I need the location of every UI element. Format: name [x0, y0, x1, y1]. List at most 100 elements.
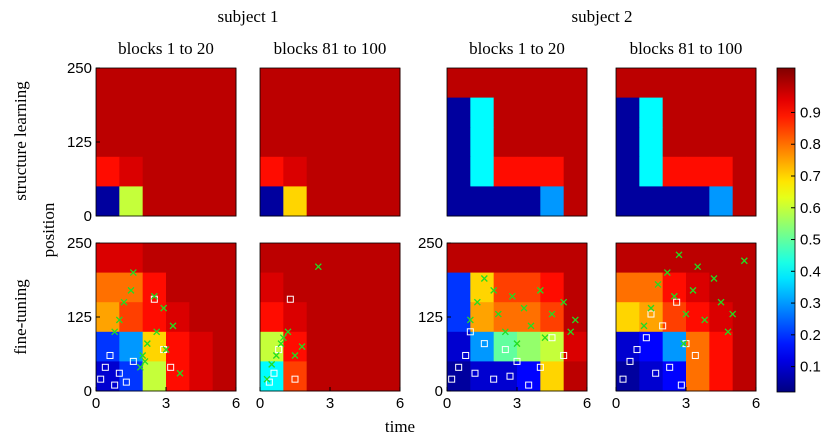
heatmap-cell: [639, 361, 664, 392]
square-marker: [642, 334, 650, 342]
heatmap-cell: [639, 68, 664, 99]
cross-marker: [473, 298, 481, 306]
heatmap-cell: [517, 243, 541, 274]
heatmap-cell: [493, 156, 518, 187]
heatmap-cell: [470, 186, 495, 217]
heatmap-cell: [189, 361, 214, 392]
heatmap-cell: [517, 68, 541, 99]
heatmap-cell: [709, 156, 734, 187]
heatmap-cell: [119, 186, 144, 217]
square-marker: [619, 375, 627, 383]
heatmap-cell: [732, 156, 757, 187]
heatmap-cell: [540, 302, 565, 333]
heatmap-cell: [616, 272, 640, 303]
heatmap-cell: [260, 127, 284, 158]
heatmap-cell: [306, 331, 331, 362]
cross-marker: [298, 343, 306, 351]
heatmap-cell: [540, 127, 565, 158]
heatmap-cell: [709, 186, 734, 217]
y-tick-label: 125: [67, 309, 92, 326]
heatmap-cell: [330, 156, 354, 187]
cross-marker: [663, 269, 671, 277]
cross-marker: [153, 328, 161, 336]
square-marker: [506, 372, 514, 380]
heatmap-cell: [639, 186, 664, 217]
square-marker: [652, 369, 660, 377]
heatmap-cell: [709, 302, 734, 333]
square-marker: [270, 369, 278, 377]
square-marker: [647, 310, 655, 318]
cross-marker: [647, 304, 655, 312]
square-marker: [122, 378, 130, 386]
heatmap-cell: [306, 68, 331, 99]
cross-marker: [710, 275, 718, 282]
heatmap-cell: [540, 186, 565, 217]
colorbar-tick-label: 0.5: [800, 232, 821, 249]
heatmap-cell: [330, 272, 354, 303]
heatmap-cell: [166, 302, 190, 333]
heatmap-cell: [212, 186, 237, 217]
heatmap-cell: [662, 243, 687, 274]
heatmap-cell: [686, 272, 710, 303]
square-marker: [97, 375, 105, 383]
cross-marker: [548, 310, 556, 318]
cross-marker: [520, 304, 528, 312]
heatmap-cell: [96, 68, 120, 99]
heatmap-cell: [470, 156, 495, 187]
heatmap-cell: [376, 68, 401, 99]
x-axis-label: time: [385, 417, 415, 436]
heatmap-cell: [353, 331, 378, 362]
heatmap-cell: [212, 361, 237, 392]
heatmap-cell: [189, 97, 214, 128]
heatmap-cell: [616, 127, 640, 158]
heatmap-cell: [166, 127, 190, 158]
heatmap-cell: [732, 186, 757, 217]
heatmap-cell: [142, 331, 167, 362]
heatmap-cell: [447, 302, 471, 333]
heatmap-cell: [616, 68, 640, 99]
heatmap-cell: [142, 272, 167, 303]
square-marker: [291, 375, 299, 383]
heatmap-cell: [142, 97, 167, 128]
heatmap-cell: [353, 97, 378, 128]
heatmap-cell: [470, 97, 495, 128]
x-tick-label: 3: [682, 395, 690, 412]
y-tick-label: 0: [84, 383, 92, 400]
heatmap-cell: [283, 272, 308, 303]
heatmap-cell: [306, 361, 331, 392]
heatmap-cell: [563, 97, 588, 128]
colorbar-tick-label: 0.2: [800, 327, 821, 344]
heatmap-cell: [470, 361, 495, 392]
y-tick-label: 250: [67, 60, 92, 77]
colorbar-tick-label: 0.8: [800, 136, 821, 153]
y-axis-label: position: [39, 202, 58, 257]
cross-marker: [670, 292, 678, 300]
heatmap-cell: [166, 272, 190, 303]
heatmap-cell: [166, 186, 190, 217]
heatmap-cell: [732, 127, 757, 158]
heatmap-cell: [639, 127, 664, 158]
square-marker: [448, 375, 456, 383]
colorbar: [776, 67, 796, 393]
heatmap-cell: [493, 97, 518, 128]
cross-marker: [571, 316, 579, 324]
heatmap-cell: [517, 127, 541, 158]
heatmap-cell: [447, 272, 471, 303]
x-tick-label: 3: [326, 395, 334, 412]
square-marker: [466, 328, 474, 336]
heatmap-cell: [470, 272, 495, 303]
cross-marker: [527, 322, 535, 330]
cross-marker: [654, 280, 662, 288]
heatmap-cell: [119, 302, 144, 333]
heatmap-cell: [330, 97, 354, 128]
heatmap-cell: [517, 272, 541, 303]
square-marker: [677, 381, 685, 389]
cross-marker: [150, 292, 158, 300]
group-title: subject 2: [572, 7, 633, 26]
heatmap-cell: [563, 127, 588, 158]
cross-marker: [120, 298, 128, 306]
heatmap-cell: [732, 97, 757, 128]
heatmap-cell: [616, 331, 640, 362]
heatmap-cell: [732, 302, 757, 333]
heatmap-cell: [517, 97, 541, 128]
